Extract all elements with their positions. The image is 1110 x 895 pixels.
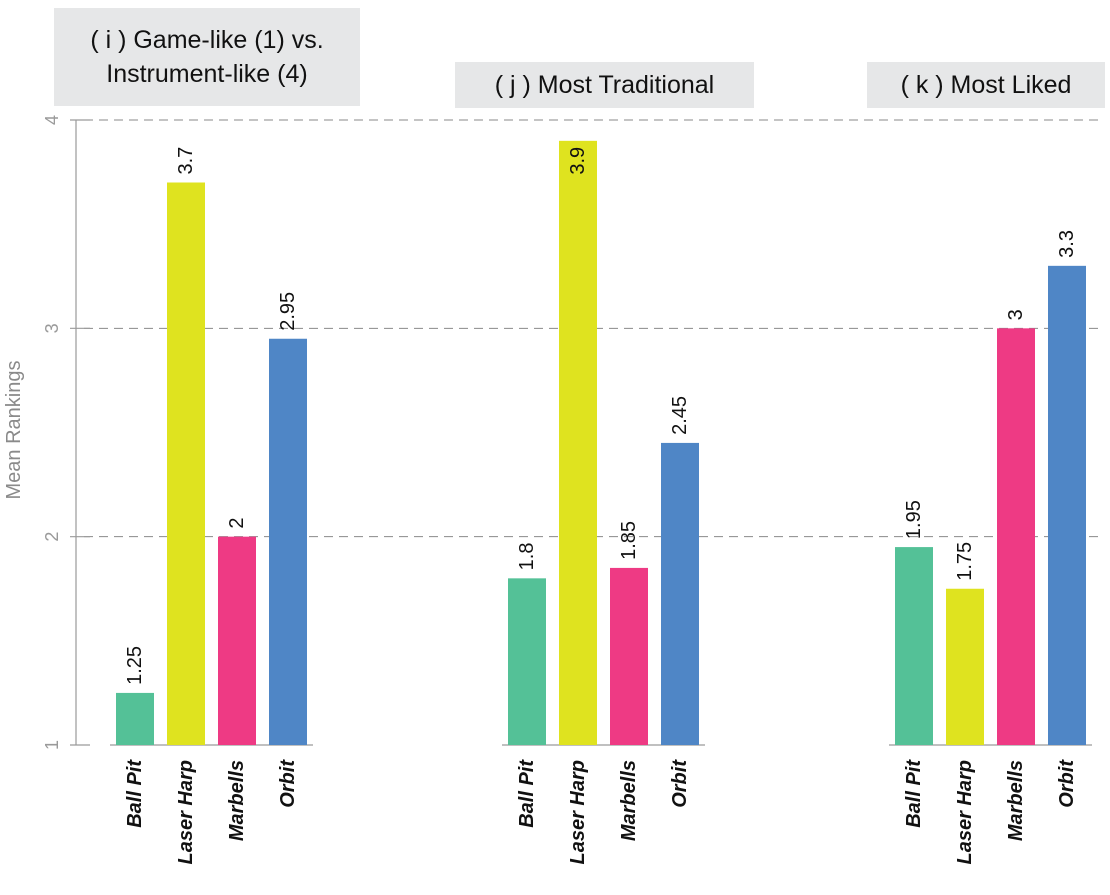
panel-title-j-line-1: ( j ) Most Traditional bbox=[494, 71, 715, 99]
x-tick-label: Marbells bbox=[226, 760, 248, 841]
y-axis-label: Mean Rankings bbox=[3, 361, 25, 500]
x-tick-label: Laser Harp bbox=[954, 760, 976, 865]
data-label: 1.85 bbox=[618, 521, 640, 560]
y-tick-label: 1 bbox=[42, 740, 62, 750]
bar bbox=[997, 328, 1035, 745]
data-label: 3.3 bbox=[1056, 230, 1078, 258]
axis-layer: 1 2 3 4 Mean Rankings bbox=[3, 115, 1092, 750]
data-label: 3.9 bbox=[567, 147, 589, 175]
data-label: 1.95 bbox=[903, 500, 925, 539]
bar bbox=[1048, 265, 1086, 745]
bar-layer bbox=[116, 140, 1086, 746]
panel-title-i-line-1: ( i ) Game-like (1) vs. bbox=[90, 26, 324, 54]
y-tick-label: 4 bbox=[42, 115, 62, 125]
y-tick-label: 3 bbox=[42, 323, 62, 333]
bar bbox=[508, 578, 546, 745]
bar bbox=[116, 692, 154, 745]
label-layer: 1.25 Ball Pit 3.7 Laser Harp 2 Marbells 2.95 Or… bbox=[124, 147, 1078, 865]
x-tick-label: Orbit bbox=[669, 759, 691, 808]
x-tick-label: Ball Pit bbox=[903, 759, 925, 828]
bar bbox=[946, 588, 984, 745]
bar bbox=[269, 338, 307, 745]
x-tick-label: Orbit bbox=[277, 759, 299, 808]
bar bbox=[661, 442, 699, 745]
data-label: 1.75 bbox=[954, 542, 976, 581]
panel-title-i-line-2: Instrument-like (4) bbox=[106, 60, 308, 88]
y-tick-label: 2 bbox=[42, 532, 62, 542]
panel-title-j: ( j ) Most Traditional bbox=[455, 62, 754, 108]
data-label: 2.95 bbox=[277, 292, 299, 331]
panel-title-k: ( k ) Most Liked bbox=[867, 62, 1105, 108]
bar bbox=[167, 182, 205, 745]
data-label: 3.7 bbox=[175, 147, 197, 175]
x-tick-label: Marbells bbox=[1005, 760, 1027, 841]
bar bbox=[610, 567, 648, 745]
panel-title-k-line-1: ( k ) Most Liked bbox=[900, 71, 1072, 99]
x-tick-label: Laser Harp bbox=[175, 760, 197, 865]
x-tick-label: Ball Pit bbox=[516, 759, 538, 828]
data-label: 2 bbox=[226, 518, 248, 529]
x-tick-label: Ball Pit bbox=[124, 759, 146, 828]
data-label: 1.8 bbox=[516, 543, 538, 571]
bar bbox=[895, 547, 933, 745]
bar bbox=[559, 140, 597, 746]
x-tick-label: Orbit bbox=[1056, 759, 1078, 808]
data-label: 1.25 bbox=[124, 646, 146, 685]
data-label: 2.45 bbox=[669, 396, 691, 435]
panel-title-i: ( i ) Game-like (1) vs. Instrument-like … bbox=[54, 8, 360, 106]
x-tick-label: Marbells bbox=[618, 760, 640, 841]
data-label: 3 bbox=[1005, 309, 1027, 320]
x-tick-label: Laser Harp bbox=[567, 760, 589, 865]
bar bbox=[218, 536, 256, 745]
